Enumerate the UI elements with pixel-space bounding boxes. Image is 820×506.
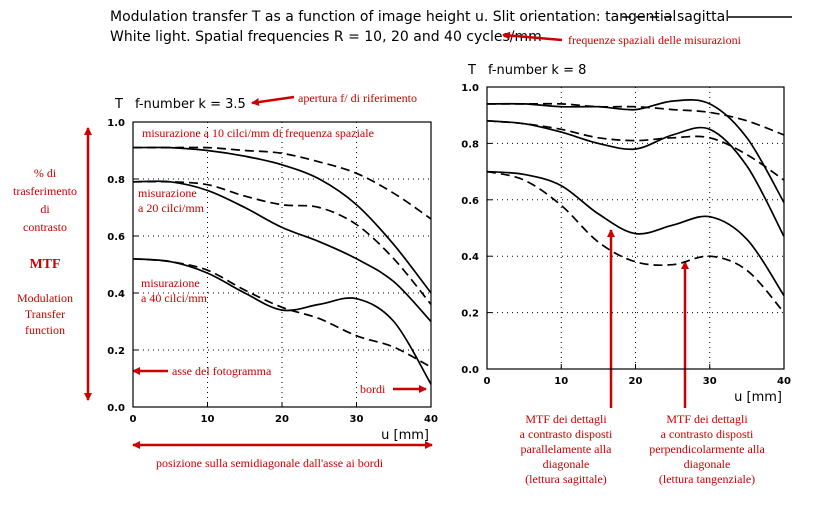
series-sagittal-20-line bbox=[486, 119, 785, 237]
y-axis-label: T bbox=[114, 97, 123, 112]
pct-note-line: di bbox=[40, 202, 50, 216]
sag-note-line: (lettura sagittale) bbox=[525, 472, 607, 486]
chart-subtitle: f-number k = 3.5 bbox=[135, 97, 246, 112]
position-note: posizione sulla semidiagonale dall'asse … bbox=[156, 456, 384, 470]
meas10-note: misurazione a 10 cilci/mm di frequenza s… bbox=[142, 126, 374, 140]
series-tangential-40-line bbox=[486, 170, 785, 314]
y-tick-label: 0.2 bbox=[461, 309, 479, 320]
chart-subtitle: f-number k = 8 bbox=[488, 63, 586, 78]
meas40-note: misurazione a 40 cilci/mm bbox=[141, 276, 207, 306]
edges-note: bordi bbox=[360, 382, 386, 396]
x-tick-label: 30 bbox=[350, 414, 364, 425]
y-tick-label: 0.8 bbox=[107, 175, 125, 186]
y-tick-label: 0.8 bbox=[461, 139, 479, 150]
x-axis-label: u [mm] bbox=[734, 390, 782, 405]
sag-note-line: a contrasto disposti bbox=[519, 427, 613, 441]
sagittal-reading-note: MTF dei dettagli a contrasto disposti pa… bbox=[496, 412, 636, 487]
tan-note-line: a contrasto disposti bbox=[660, 427, 754, 441]
series-sagittal-10-line bbox=[132, 146, 432, 294]
mtf-full-label: Modulation Transfer function bbox=[0, 290, 90, 338]
y-tick-label: 0.0 bbox=[107, 403, 125, 414]
y-tick-label: 0.4 bbox=[107, 289, 125, 300]
header-tangential-text: Modulation transfer T as a function of i… bbox=[110, 9, 677, 25]
mtf-label: MTF bbox=[29, 257, 61, 272]
y-tick-label: 0.6 bbox=[107, 232, 125, 243]
tan-note-line: diagonale bbox=[683, 457, 731, 471]
pct-note-line: trasferimento bbox=[13, 184, 77, 198]
y-tick-label: 0.2 bbox=[107, 346, 125, 357]
mtf-full-line: Transfer bbox=[24, 307, 66, 321]
series-tangential-20-line bbox=[132, 180, 432, 305]
meas20-line: a 20 cilci/mm bbox=[138, 201, 204, 215]
sag-note-line: parallelamente alla bbox=[520, 442, 612, 456]
sag-note-line: MTF dei dettagli bbox=[525, 412, 607, 426]
header-line-1: Modulation transfer T as a function of i… bbox=[110, 9, 676, 25]
y-axis-label: T bbox=[467, 63, 476, 78]
header-sagittal-text: sagittal bbox=[677, 9, 730, 25]
x-tick-label: 30 bbox=[703, 376, 717, 387]
meas40-line: a 40 cilci/mm bbox=[141, 291, 207, 305]
x-tick-label: 20 bbox=[275, 414, 289, 425]
meas20-note: misurazione a 20 cilci/mm bbox=[138, 186, 204, 216]
chart-k35: 0.0 0.2 0.4 0.6 0.8 1.0 0 10 20 30 40 T f-number k =… bbox=[107, 97, 438, 443]
sag-note-line: diagonale bbox=[542, 457, 590, 471]
y-tick-label: 1.0 bbox=[461, 83, 479, 94]
series-sagittal-10-line bbox=[486, 99, 785, 204]
y-tick-label: 1.0 bbox=[107, 118, 125, 129]
tan-note-line: MTF dei dettagli bbox=[666, 412, 748, 426]
x-tick-label: 0 bbox=[130, 414, 137, 425]
meas20-line: misurazione bbox=[138, 186, 197, 200]
freq-note: frequenze spaziali delle misurazioni bbox=[568, 33, 741, 47]
x-axis-label: u [mm] bbox=[381, 428, 429, 443]
aperture-arrow bbox=[251, 95, 295, 106]
x-tick-label: 10 bbox=[554, 376, 568, 387]
x-tick-label: 20 bbox=[629, 376, 643, 387]
aperture-note: apertura f/ di riferimento bbox=[298, 91, 417, 105]
pct-note-line: % di bbox=[33, 166, 57, 180]
tan-note-line: perpendicolarmente alla bbox=[649, 442, 765, 456]
mtf-full-line: function bbox=[25, 323, 65, 337]
pct-note: % di trasferimento di contrasto bbox=[0, 164, 90, 236]
series-tangential-10-line bbox=[486, 102, 785, 136]
x-tick-label: 40 bbox=[424, 414, 438, 425]
series-sagittal-40-line bbox=[486, 170, 785, 297]
pct-note-line: contrasto bbox=[23, 220, 67, 234]
chart-k8: 0.0 0.2 0.4 0.6 0.8 1.0 0 10 20 30 40 T f-number k =… bbox=[461, 63, 791, 405]
x-tick-label: 0 bbox=[484, 376, 491, 387]
axis-note: asse del fotogramma bbox=[172, 364, 272, 378]
x-tick-label: 40 bbox=[777, 376, 791, 387]
y-tick-label: 0.0 bbox=[461, 365, 479, 376]
series-sagittal-20-line bbox=[132, 180, 432, 323]
tan-note-line: (lettura tangenziale) bbox=[658, 472, 756, 486]
meas40-line: misurazione bbox=[141, 276, 200, 290]
y-tick-label: 0.6 bbox=[461, 196, 479, 207]
tangential-reading-note: MTF dei dettagli a contrasto disposti pe… bbox=[632, 412, 782, 487]
freq-arrow bbox=[502, 31, 563, 42]
series-sagittal-40-line bbox=[132, 257, 432, 385]
header-line-2: White light. Spatial frequencies R = 10,… bbox=[110, 29, 542, 45]
y-tick-label: 0.4 bbox=[461, 252, 479, 263]
mtf-full-line: Modulation bbox=[17, 291, 73, 305]
x-tick-label: 10 bbox=[201, 414, 215, 425]
